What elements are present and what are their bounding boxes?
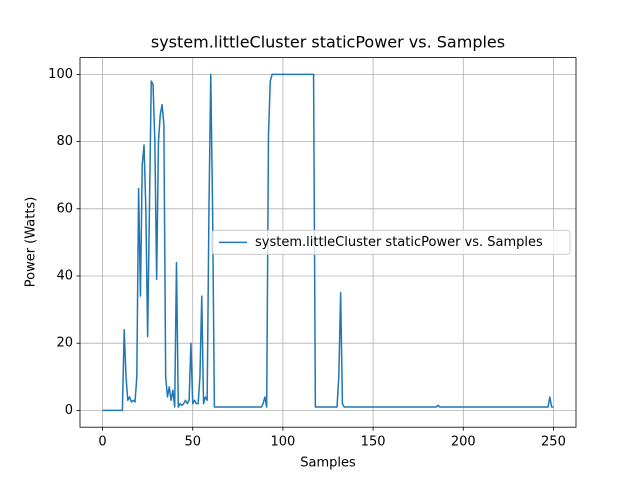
y-tick-label: 40 — [56, 269, 73, 284]
chart-title: system.littleCluster staticPower vs. Sam… — [151, 33, 505, 52]
x-tick-label: 100 — [270, 435, 295, 450]
line-series — [102, 73, 554, 412]
legend-box — [211, 229, 571, 255]
y-tick-label: 80 — [56, 134, 73, 149]
legend-label: system.littleCluster staticPower vs. Sam… — [255, 235, 543, 250]
x-axis-label: Samples — [300, 456, 356, 471]
y-tick-label: 60 — [56, 201, 73, 216]
plot-frame — [79, 57, 577, 428]
x-tick-label: 250 — [541, 435, 566, 450]
x-tick-label: 150 — [361, 435, 386, 450]
x-tick-label: 200 — [451, 435, 476, 450]
y-tick-label: 0 — [65, 403, 73, 418]
x-tick-label: 50 — [184, 435, 201, 450]
x-tick-label: 0 — [98, 435, 106, 450]
y-tick-label: 20 — [56, 336, 73, 351]
y-axis-label: Power (Watts) — [24, 197, 39, 288]
y-tick-label: 100 — [48, 67, 73, 82]
